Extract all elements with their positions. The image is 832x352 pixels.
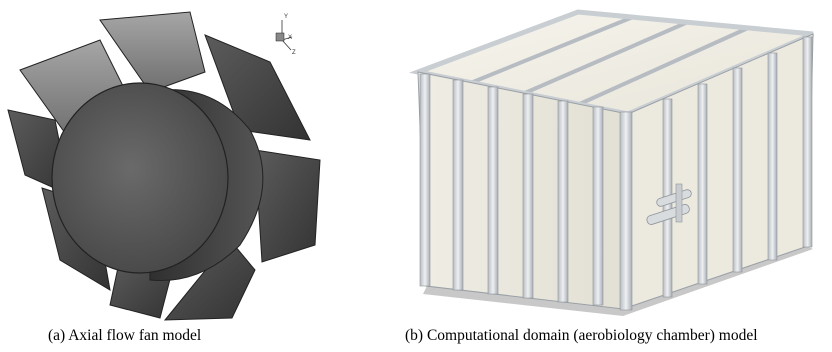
fan-hub [51,82,264,282]
roof-rails [467,15,749,109]
axis-y-label: Y [284,14,288,20]
axes-triad: Y X Z [275,14,296,56]
caption-chamber: (b) Computational domain (aerobiology ch… [405,327,758,344]
axis-z-label: Z [292,50,296,56]
fan-blade [99,11,206,93]
axial-fan-figure: Y X Z [0,0,380,322]
axis-x-label: X [288,35,292,41]
chamber-figure [408,4,824,318]
fan-blade [163,239,256,321]
caption-axial-fan: (a) Axial flow fan model [48,327,202,344]
fan-blade [204,34,311,141]
chamber-base [423,244,813,316]
axial-fan-illustration: Y X Z [7,11,321,321]
left-wall-posts [419,73,633,311]
fan-blade [254,149,321,263]
chamber-illustration [408,9,814,316]
chamber-pipes [646,183,692,225]
